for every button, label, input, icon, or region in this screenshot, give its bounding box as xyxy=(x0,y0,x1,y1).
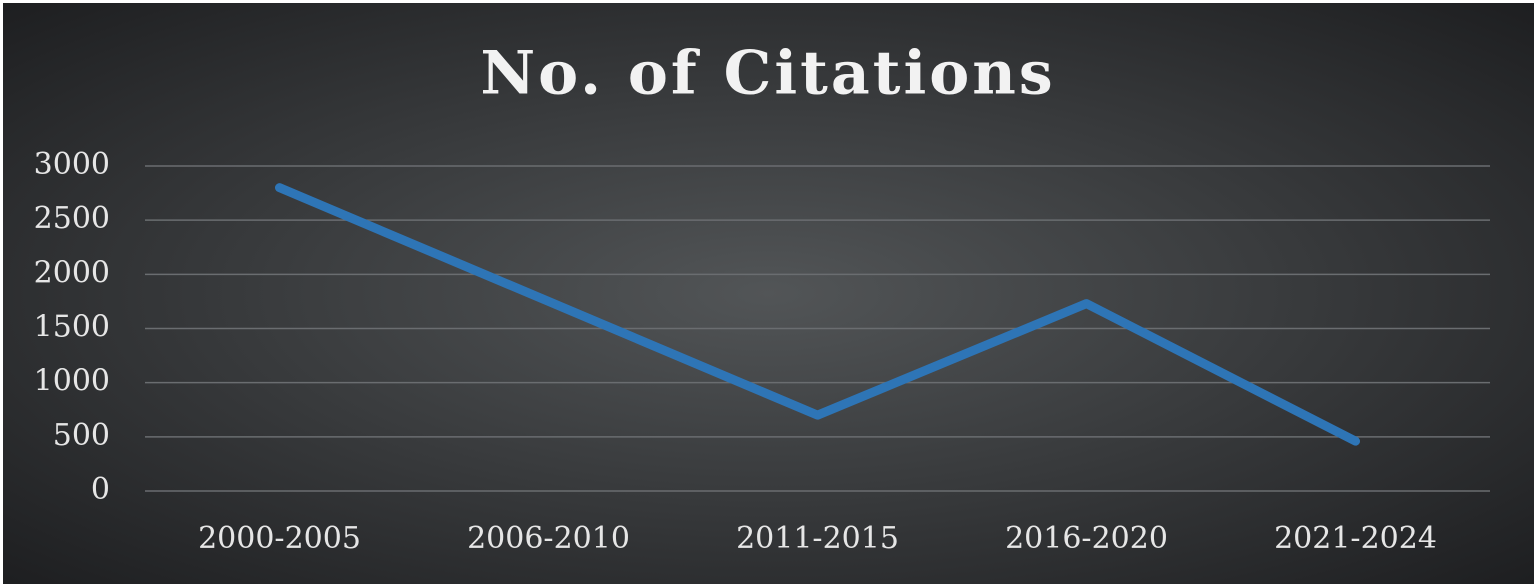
x-tick-label: 2021-2024 xyxy=(1274,521,1437,556)
x-tick-label: 2006-2010 xyxy=(467,521,630,556)
x-tick-label: 2000-2005 xyxy=(198,521,361,556)
y-tick-label: 2000 xyxy=(34,255,110,290)
x-tick-label: 2011-2015 xyxy=(736,521,899,556)
x-tick-label: 2016-2020 xyxy=(1005,521,1168,556)
y-tick-label: 1000 xyxy=(34,364,110,399)
chart-title: No. of Citations xyxy=(480,39,1055,109)
y-tick-label: 2500 xyxy=(34,201,110,236)
y-tick-label: 3000 xyxy=(34,147,110,182)
y-tick-label: 0 xyxy=(91,472,110,507)
series-line xyxy=(275,183,1360,446)
y-tick-label: 1500 xyxy=(34,310,110,345)
chart-background xyxy=(3,3,1534,584)
y-tick-label: 500 xyxy=(53,418,110,453)
